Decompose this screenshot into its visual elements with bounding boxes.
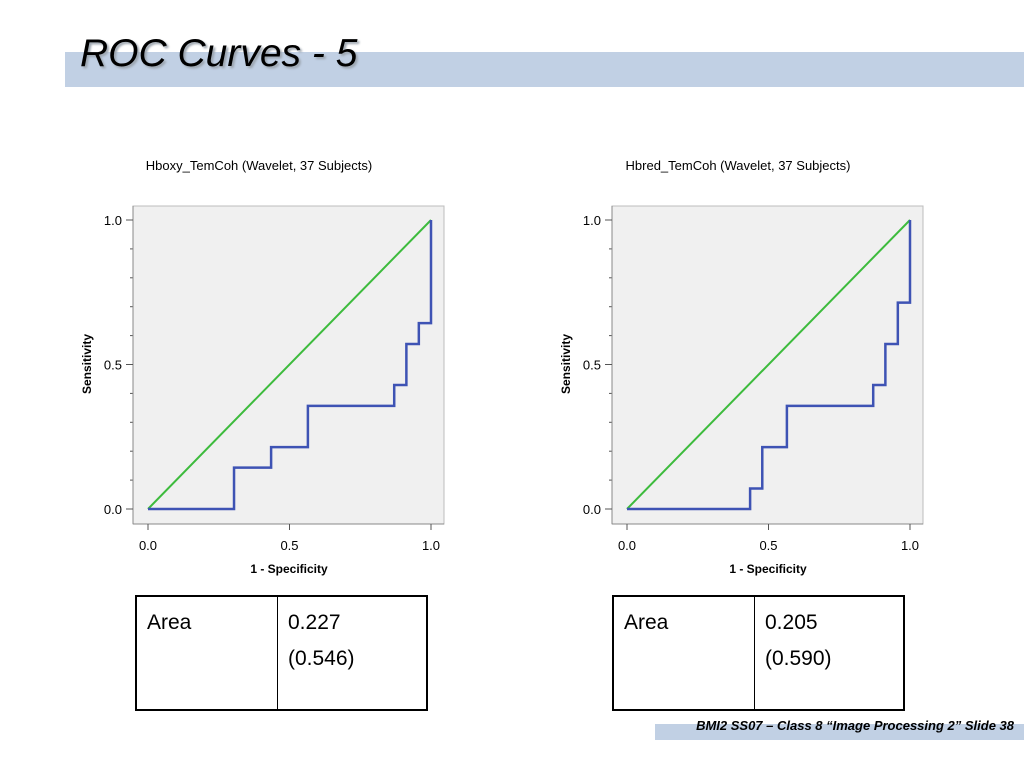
chart-title: Hbred_TemCoh (Wavelet, 37 Subjects) [626,158,851,173]
area-table-hboxy: Area 0.227 (0.546) [135,595,428,711]
table-row: Area 0.205 (0.590) [612,595,905,711]
roc-chart-hbred: Hbred_TemCoh (Wavelet, 37 Subjects) 0.0 0… [559,158,924,576]
reference-diagonal [147,219,432,510]
area-table-hbred: Area 0.205 (0.590) [612,595,905,711]
area-detail: (0.546) [288,647,355,670]
y-axis-label: Sensitivity [559,334,573,394]
y-tick-label: 0.5 [104,358,122,373]
area-value-cell: 0.227 (0.546) [277,595,428,711]
y-tick-label: 0.0 [583,502,601,517]
y-axis-label: Sensitivity [80,334,94,394]
y-tick-label: 0.5 [583,358,601,373]
area-label-cell: Area [612,595,755,711]
roc-chart-hboxy: Hboxy_TemCoh (Wavelet, 37 Subjects) 0.0 0… [80,158,445,576]
reference-diagonal [626,219,911,510]
roc-curve [627,220,912,511]
slide-title: ROC Curves - 5 [80,32,358,75]
x-axis-label: 1 - Specificity [250,562,328,576]
footer-band [655,724,1024,740]
y-tick-label: 1.0 [583,213,601,228]
area-value-cell: 0.205 (0.590) [754,595,905,711]
x-tick-label: 0.5 [759,538,777,553]
x-tick-label: 1.0 [901,538,919,553]
y-tick-label: 0.0 [104,502,122,517]
y-tick-label: 1.0 [104,213,122,228]
area-label-cell: Area [135,595,278,711]
area-value: 0.205 [765,611,818,634]
x-tick-label: 1.0 [422,538,440,553]
area-detail: (0.590) [765,647,832,670]
x-tick-label: 0.5 [280,538,298,553]
slide-footer: BMI2 SS07 – Class 8 “Image Processing 2”… [696,718,1014,733]
area-value: 0.227 [288,611,341,634]
chart-title: Hboxy_TemCoh (Wavelet, 37 Subjects) [146,158,372,173]
table-row: Area 0.227 (0.546) [135,595,428,711]
x-tick-label: 0.0 [618,538,636,553]
title-band [65,52,1024,87]
x-axis-label: 1 - Specificity [729,562,807,576]
roc-curve [148,220,433,511]
x-tick-label: 0.0 [139,538,157,553]
